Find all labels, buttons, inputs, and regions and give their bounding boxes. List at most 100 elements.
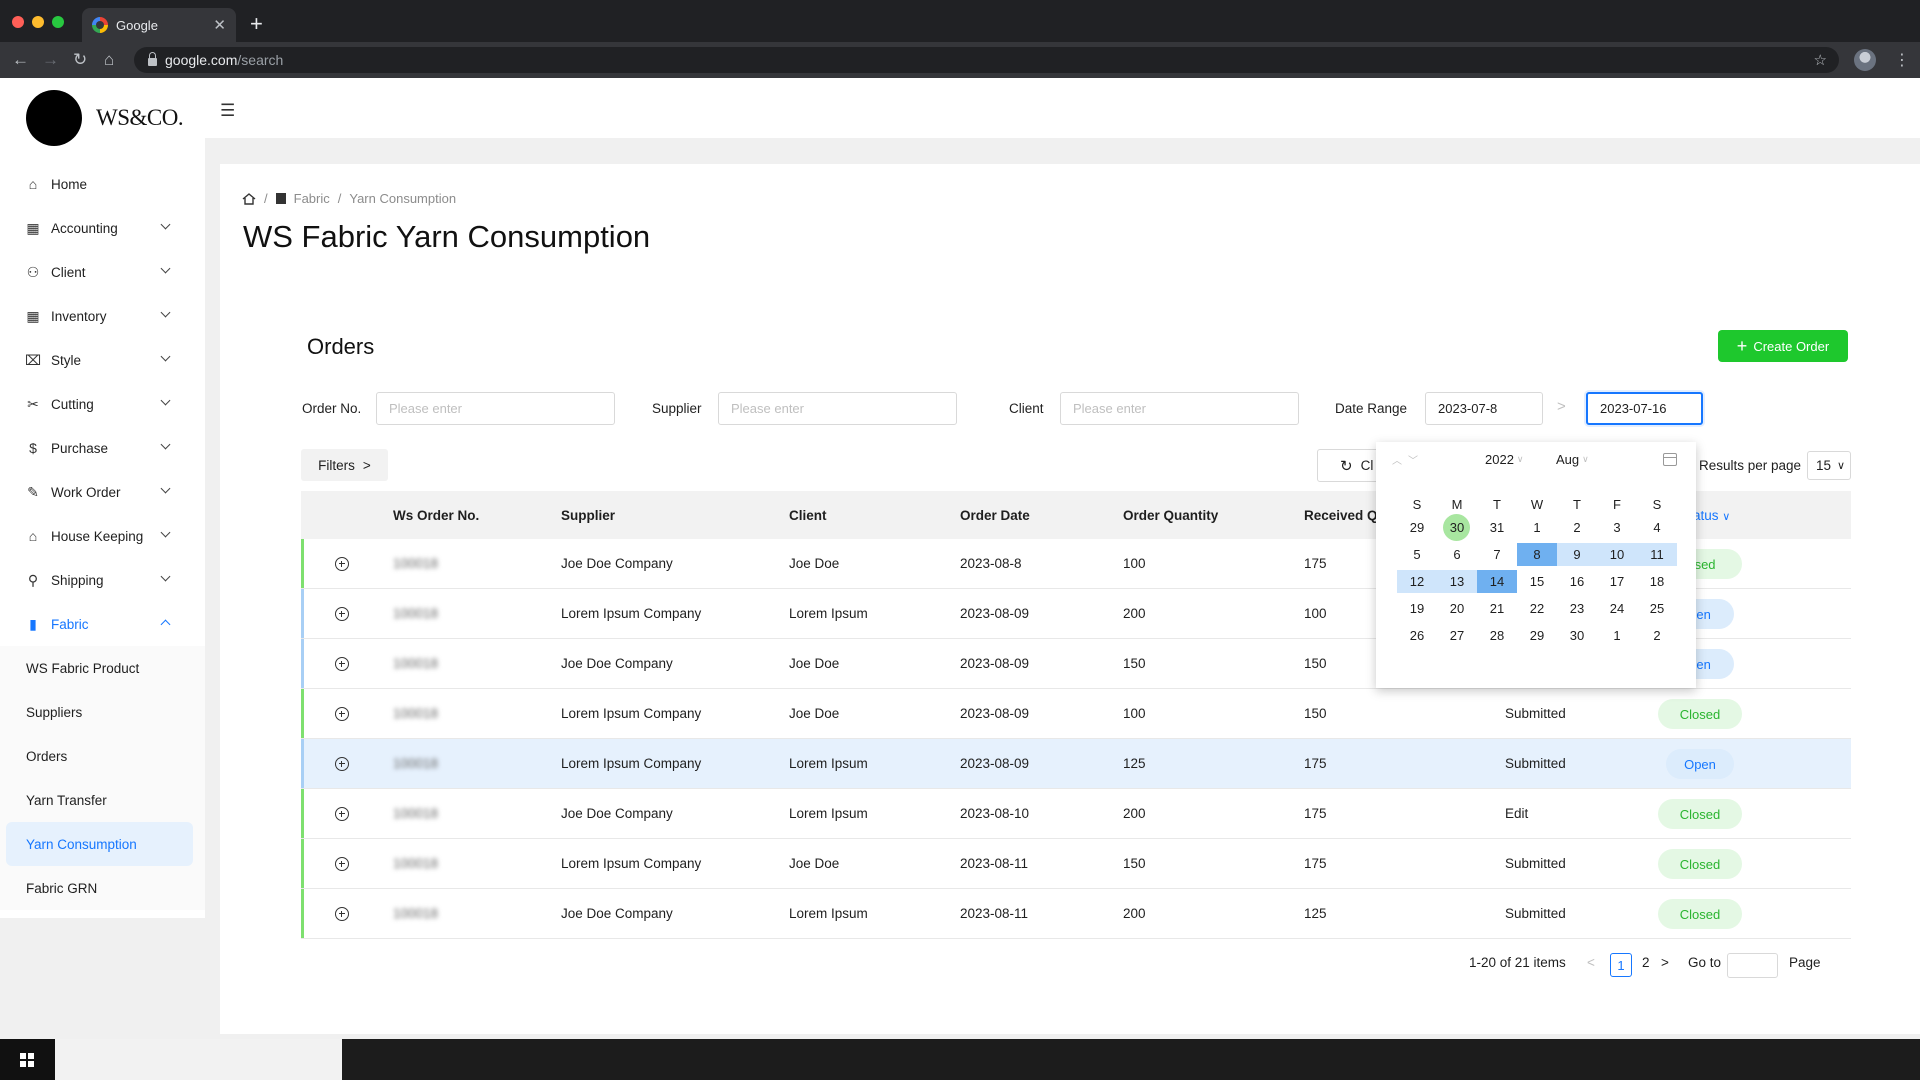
sidebar-item-work-order[interactable]: ✎ Work Order: [0, 470, 205, 514]
filters-button[interactable]: Filters >: [301, 449, 388, 481]
reload-icon[interactable]: ↻: [73, 50, 88, 69]
forward-icon[interactable]: →: [42, 50, 59, 69]
date-from-input[interactable]: 2023-07-8: [1425, 392, 1543, 425]
calendar-day[interactable]: 8: [1517, 543, 1557, 566]
sidebar-subitem-orders[interactable]: Orders: [26, 748, 68, 764]
calendar-day[interactable]: 11: [1637, 543, 1677, 566]
calendar-day[interactable]: 29: [1409, 520, 1425, 535]
close-window-button[interactable]: [12, 16, 24, 28]
breadcrumb-fabric[interactable]: Fabric: [293, 191, 330, 206]
calendar-day[interactable]: 29: [1529, 628, 1545, 643]
prev-page-icon[interactable]: <: [1587, 955, 1595, 970]
calendar-day[interactable]: 7: [1493, 547, 1501, 562]
new-tab-button[interactable]: +: [250, 11, 263, 36]
sidebar-subitem-yarn-consumption[interactable]: Yarn Consumption: [6, 822, 193, 866]
maximize-window-button[interactable]: [52, 16, 64, 28]
table-row[interactable]: 100018 Lorem Ipsum Company Lorem Ipsum 2023…: [301, 739, 1851, 789]
expand-row-icon[interactable]: [335, 857, 349, 871]
sidebar-item-client[interactable]: ⚇ Client: [0, 250, 205, 294]
tab-close-icon[interactable]: ✕: [213, 17, 226, 34]
order-no-input[interactable]: Please enter: [376, 392, 615, 425]
expand-row-icon[interactable]: [335, 657, 349, 671]
menu-collapse-icon[interactable]: ☰: [220, 101, 236, 120]
table-row[interactable]: 100018 Joe Doe Company Lorem Ipsum 2023-08-…: [301, 889, 1851, 939]
client-input[interactable]: Please enter: [1060, 392, 1299, 425]
expand-row-icon[interactable]: [335, 707, 349, 721]
taskbar-search[interactable]: [55, 1039, 342, 1080]
calendar-day[interactable]: 30: [1437, 514, 1477, 541]
sidebar-subitem-suppliers[interactable]: Suppliers: [26, 704, 83, 720]
expand-row-icon[interactable]: [335, 557, 349, 571]
calendar-day[interactable]: 1: [1613, 628, 1621, 643]
year-select[interactable]: 2022 ∨: [1485, 452, 1524, 467]
expand-row-icon[interactable]: [335, 757, 349, 771]
calendar-day[interactable]: 18: [1649, 574, 1665, 589]
expand-row-icon[interactable]: [335, 907, 349, 921]
calendar-day[interactable]: 31: [1489, 520, 1505, 535]
sidebar-subitem-yarn-transfer[interactable]: Yarn Transfer: [26, 792, 107, 808]
start-button[interactable]: [0, 1039, 55, 1080]
expand-row-icon[interactable]: [335, 607, 349, 621]
goto-page-input[interactable]: [1727, 953, 1778, 978]
browser-menu-icon[interactable]: ⋮: [1894, 52, 1910, 69]
calendar-day[interactable]: 12: [1397, 570, 1437, 593]
create-order-button[interactable]: + Create Order: [1718, 330, 1848, 362]
calendar-day[interactable]: 26: [1409, 628, 1425, 643]
calendar-day[interactable]: 25: [1649, 601, 1665, 616]
table-row[interactable]: 100018 Joe Doe Company Lorem Ipsum 2023-08-…: [301, 789, 1851, 839]
clear-button[interactable]: ↻ Cl: [1317, 449, 1387, 482]
calendar-day[interactable]: 27: [1449, 628, 1465, 643]
sidebar-item-accounting[interactable]: ▦ Accounting: [0, 206, 205, 250]
sidebar-subitem-ws-fabric-product[interactable]: WS Fabric Product: [26, 660, 140, 676]
sidebar-item-inventory[interactable]: ▦ Inventory: [0, 294, 205, 338]
col-order-quantity[interactable]: Order Quantity: [1123, 507, 1219, 523]
col-order-date[interactable]: Order Date: [960, 507, 1030, 523]
calendar-day[interactable]: 23: [1569, 601, 1585, 616]
sidebar-item-cutting[interactable]: ✂ Cutting: [0, 382, 205, 426]
home-page-icon[interactable]: ⌂: [104, 50, 115, 69]
month-select[interactable]: Aug ∨: [1556, 452, 1589, 467]
calendar-day[interactable]: 3: [1613, 520, 1621, 535]
supplier-input[interactable]: Please enter: [718, 392, 957, 425]
next-page-icon[interactable]: >: [1661, 955, 1669, 970]
calendar-day[interactable]: 14: [1477, 570, 1517, 593]
table-row[interactable]: 100018 Lorem Ipsum Company Joe Doe 2023-08-…: [301, 689, 1851, 739]
calendar-day[interactable]: 2: [1573, 520, 1581, 535]
prev-year-icon[interactable]: ︿: [1392, 456, 1402, 467]
col-supplier[interactable]: Supplier: [561, 507, 616, 523]
sidebar-item-home[interactable]: ⌂ Home: [0, 162, 205, 206]
browser-tab[interactable]: Google ✕: [82, 8, 236, 42]
calendar-day[interactable]: 28: [1489, 628, 1505, 643]
page-2-button[interactable]: 2: [1642, 955, 1650, 970]
address-bar[interactable]: google.com/search ☆: [134, 47, 1839, 73]
minimize-window-button[interactable]: [32, 16, 44, 28]
calendar-day[interactable]: 1: [1533, 520, 1541, 535]
calendar-day[interactable]: 30: [1569, 628, 1585, 643]
calendar-day[interactable]: 13: [1437, 570, 1477, 593]
calendar-day[interactable]: 17: [1609, 574, 1625, 589]
col-ws-order-no[interactable]: Ws Order No.: [393, 507, 480, 523]
breadcrumb-home-icon[interactable]: [242, 192, 256, 205]
calendar-day[interactable]: 21: [1489, 601, 1505, 616]
date-to-input[interactable]: 2023-07-16: [1586, 392, 1703, 425]
calendar-day[interactable]: 6: [1453, 547, 1461, 562]
sidebar-item-style[interactable]: ⌧ Style: [0, 338, 205, 382]
sidebar-item-shipping[interactable]: ⚲ Shipping: [0, 558, 205, 602]
calendar-day[interactable]: 20: [1449, 601, 1465, 616]
calendar-day[interactable]: 24: [1609, 601, 1625, 616]
col-status[interactable]: atus ∨: [1693, 508, 1730, 523]
calendar-icon[interactable]: [1663, 453, 1677, 466]
back-icon[interactable]: ←: [12, 50, 29, 69]
calendar-day[interactable]: 16: [1569, 574, 1585, 589]
sidebar-item-purchase[interactable]: $ Purchase: [0, 426, 205, 470]
bookmark-star-icon[interactable]: ☆: [1813, 52, 1827, 69]
calendar-day[interactable]: 19: [1409, 601, 1425, 616]
calendar-day[interactable]: 2: [1653, 628, 1661, 643]
calendar-day[interactable]: 4: [1653, 520, 1661, 535]
calendar-day[interactable]: 22: [1529, 601, 1545, 616]
calendar-day[interactable]: 5: [1413, 547, 1421, 562]
calendar-day[interactable]: 10: [1597, 543, 1637, 566]
sidebar-subitem-fabric-grn[interactable]: Fabric GRN: [26, 880, 98, 896]
calendar-day[interactable]: 15: [1529, 574, 1545, 589]
results-per-page-select[interactable]: 15 ∨: [1807, 451, 1851, 480]
